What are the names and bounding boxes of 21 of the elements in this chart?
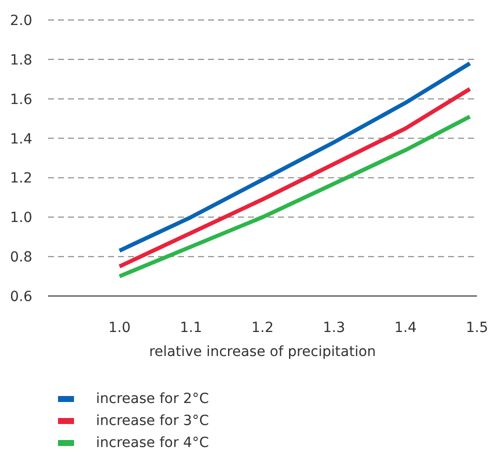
x-axis-title: relative increase of precipitation [149, 344, 376, 360]
x-tick-label: 1.1 [180, 320, 202, 336]
x-tick-label: 1.4 [394, 320, 417, 336]
x-tick-label: 1.3 [322, 320, 346, 336]
line-series [118, 61, 472, 253]
y-tick-label: 2.0 [10, 12, 32, 29]
y-tick-label: 0.8 [10, 250, 32, 266]
y-tick-label: 1.6 [10, 92, 32, 108]
y-tick-label: 1.8 [10, 52, 32, 68]
line-series [118, 114, 472, 278]
legend-label: increase for 3°C [96, 412, 209, 431]
x-tick-label: 1.0 [108, 320, 131, 336]
y-tick-label: 1.2 [10, 170, 32, 187]
legend-label: increase for 2°C [96, 390, 209, 409]
y-tick-label: 1.4 [10, 131, 32, 148]
x-tick-label: 1.5 [466, 320, 488, 336]
x-tick-label: 1.2 [251, 320, 274, 336]
legend-label: increase for 4°C [96, 434, 209, 453]
line-series [118, 87, 472, 268]
y-tick-label: 1.0 [10, 210, 32, 226]
y-tick-label: 0.6 [10, 288, 32, 305]
